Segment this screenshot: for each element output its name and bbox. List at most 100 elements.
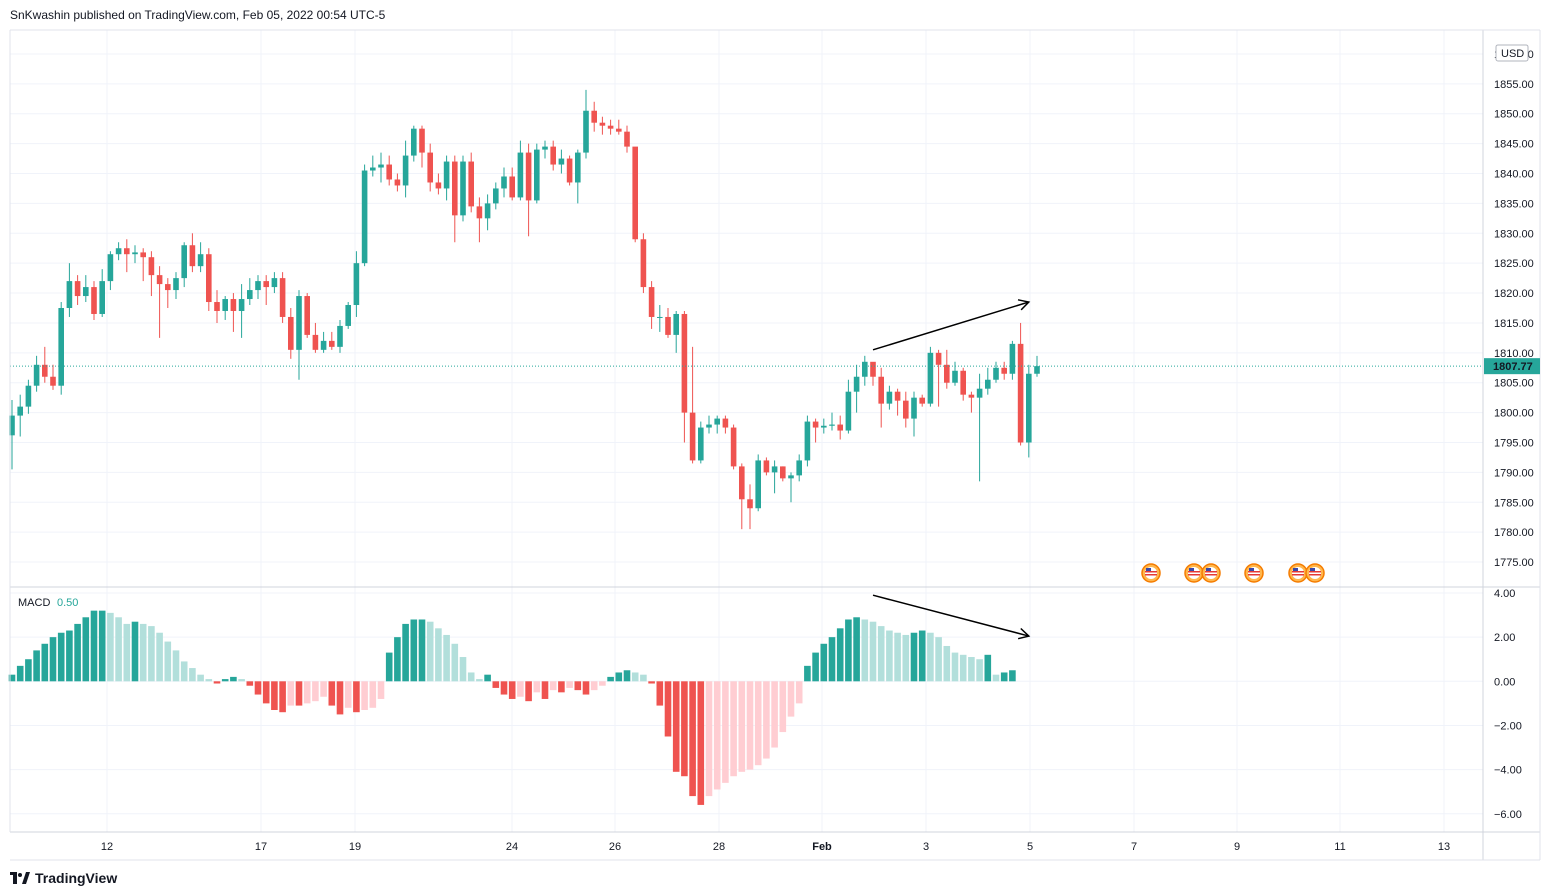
candle[interactable] bbox=[599, 116, 606, 135]
macd-bar[interactable] bbox=[861, 619, 869, 682]
macd-bar[interactable] bbox=[697, 681, 705, 805]
macd-bar[interactable] bbox=[467, 672, 475, 682]
candle[interactable] bbox=[640, 233, 647, 294]
candle[interactable] bbox=[206, 248, 212, 311]
macd-bar[interactable] bbox=[804, 665, 811, 682]
macd-bar[interactable] bbox=[369, 681, 377, 708]
candle[interactable] bbox=[17, 394, 23, 437]
candle[interactable] bbox=[247, 278, 253, 306]
us-event-icon[interactable] bbox=[1305, 563, 1325, 583]
macd-bar[interactable] bbox=[443, 634, 450, 682]
us-event-icon[interactable] bbox=[1201, 563, 1221, 583]
macd-bar[interactable] bbox=[599, 681, 606, 686]
macd-bar[interactable] bbox=[189, 668, 196, 682]
macd-bar[interactable] bbox=[156, 632, 163, 682]
macd-bar[interactable] bbox=[853, 617, 860, 682]
macd-bar[interactable] bbox=[418, 619, 426, 682]
candle[interactable] bbox=[271, 272, 278, 294]
macd-bar[interactable] bbox=[681, 681, 688, 777]
candle[interactable] bbox=[517, 140, 524, 201]
macd-bar[interactable] bbox=[1000, 672, 1008, 682]
macd-bar[interactable] bbox=[33, 650, 40, 682]
candle[interactable] bbox=[173, 272, 179, 300]
macd-bar[interactable] bbox=[910, 632, 918, 682]
candle[interactable] bbox=[534, 143, 540, 204]
macd-bar[interactable] bbox=[779, 681, 787, 733]
candle[interactable] bbox=[156, 266, 163, 338]
candle[interactable] bbox=[837, 415, 843, 440]
candle[interactable] bbox=[648, 281, 655, 329]
macd-bar[interactable] bbox=[771, 681, 778, 748]
macd-bar[interactable] bbox=[164, 641, 172, 682]
candle[interactable] bbox=[361, 164, 368, 267]
macd-bar[interactable] bbox=[402, 623, 409, 682]
price-pane[interactable] bbox=[9, 89, 1483, 583]
macd-bar[interactable] bbox=[410, 619, 418, 682]
candle[interactable] bbox=[394, 173, 401, 192]
candle[interactable] bbox=[25, 379, 32, 414]
candle[interactable] bbox=[862, 355, 868, 386]
us-event-icon[interactable] bbox=[1184, 563, 1204, 583]
candle[interactable] bbox=[632, 146, 638, 243]
macd-bar[interactable] bbox=[1009, 670, 1016, 682]
candle[interactable] bbox=[624, 125, 630, 153]
candle[interactable] bbox=[279, 272, 286, 323]
macd-bar[interactable] bbox=[394, 637, 401, 682]
macd-bar[interactable] bbox=[82, 617, 90, 682]
macd-bar[interactable] bbox=[541, 681, 549, 699]
candle[interactable] bbox=[181, 242, 187, 288]
candle[interactable] bbox=[1001, 361, 1007, 380]
macd-bar[interactable] bbox=[221, 679, 229, 682]
candle[interactable] bbox=[238, 284, 245, 338]
candle[interactable] bbox=[821, 418, 827, 434]
candle[interactable] bbox=[345, 302, 351, 329]
candle[interactable] bbox=[894, 388, 901, 416]
candle[interactable] bbox=[74, 275, 81, 306]
candle[interactable] bbox=[993, 361, 999, 383]
candle[interactable] bbox=[509, 167, 515, 201]
macd-bar[interactable] bbox=[492, 681, 500, 688]
macd-bar[interactable] bbox=[820, 643, 828, 682]
candle[interactable] bbox=[853, 364, 860, 413]
candle[interactable] bbox=[870, 361, 876, 386]
candle[interactable] bbox=[657, 305, 663, 332]
candle[interactable] bbox=[607, 119, 614, 135]
macd-bar[interactable] bbox=[754, 681, 762, 766]
macd-bar[interactable] bbox=[640, 674, 647, 682]
macd-bar[interactable] bbox=[213, 681, 221, 684]
candle[interactable] bbox=[304, 293, 310, 338]
candle[interactable] bbox=[312, 322, 319, 353]
candle[interactable] bbox=[370, 155, 376, 177]
macd-bar[interactable] bbox=[607, 676, 614, 682]
macd-bar[interactable] bbox=[656, 681, 664, 706]
macd-bar[interactable] bbox=[828, 637, 836, 682]
macd-bar[interactable] bbox=[631, 672, 639, 682]
macd-bar[interactable] bbox=[713, 681, 721, 790]
trend-arrow-down[interactable] bbox=[872, 594, 1029, 637]
macd-bar[interactable] bbox=[918, 630, 926, 682]
candle[interactable] bbox=[665, 308, 671, 338]
candle[interactable] bbox=[189, 233, 196, 273]
macd-bar[interactable] bbox=[951, 652, 959, 682]
macd-bar[interactable] bbox=[959, 654, 967, 682]
candle[interactable] bbox=[115, 242, 122, 261]
candle[interactable] bbox=[780, 466, 786, 482]
macd-bar[interactable] bbox=[271, 681, 278, 710]
macd-bar[interactable] bbox=[689, 681, 696, 797]
macd-bar[interactable] bbox=[205, 679, 213, 682]
candle[interactable] bbox=[132, 245, 138, 264]
macd-bar[interactable] bbox=[139, 623, 147, 682]
macd-bar[interactable] bbox=[353, 681, 360, 713]
macd-bar[interactable] bbox=[8, 674, 16, 682]
macd-bar[interactable] bbox=[582, 681, 590, 695]
candle[interactable] bbox=[378, 152, 384, 183]
macd-bar[interactable] bbox=[197, 674, 204, 682]
candle[interactable] bbox=[66, 263, 73, 317]
macd-bar[interactable] bbox=[795, 681, 803, 704]
macd-bar[interactable] bbox=[320, 681, 327, 697]
candle[interactable] bbox=[353, 251, 360, 317]
macd-bar[interactable] bbox=[902, 634, 910, 682]
macd-bar[interactable] bbox=[98, 610, 106, 682]
candle[interactable] bbox=[435, 173, 442, 195]
candle[interactable] bbox=[329, 331, 335, 350]
